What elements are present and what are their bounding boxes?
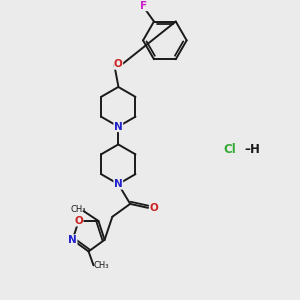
Text: N: N bbox=[114, 122, 123, 132]
Text: N: N bbox=[68, 235, 77, 245]
Text: –: – bbox=[244, 143, 250, 156]
Text: Cl: Cl bbox=[223, 143, 236, 156]
Text: H: H bbox=[250, 143, 260, 156]
Text: F: F bbox=[140, 1, 148, 11]
Text: O: O bbox=[74, 216, 83, 226]
Text: O: O bbox=[114, 59, 123, 69]
Text: N: N bbox=[114, 179, 123, 189]
Text: O: O bbox=[150, 203, 158, 213]
Text: CH₃: CH₃ bbox=[94, 261, 109, 270]
Text: CH₃: CH₃ bbox=[71, 205, 86, 214]
